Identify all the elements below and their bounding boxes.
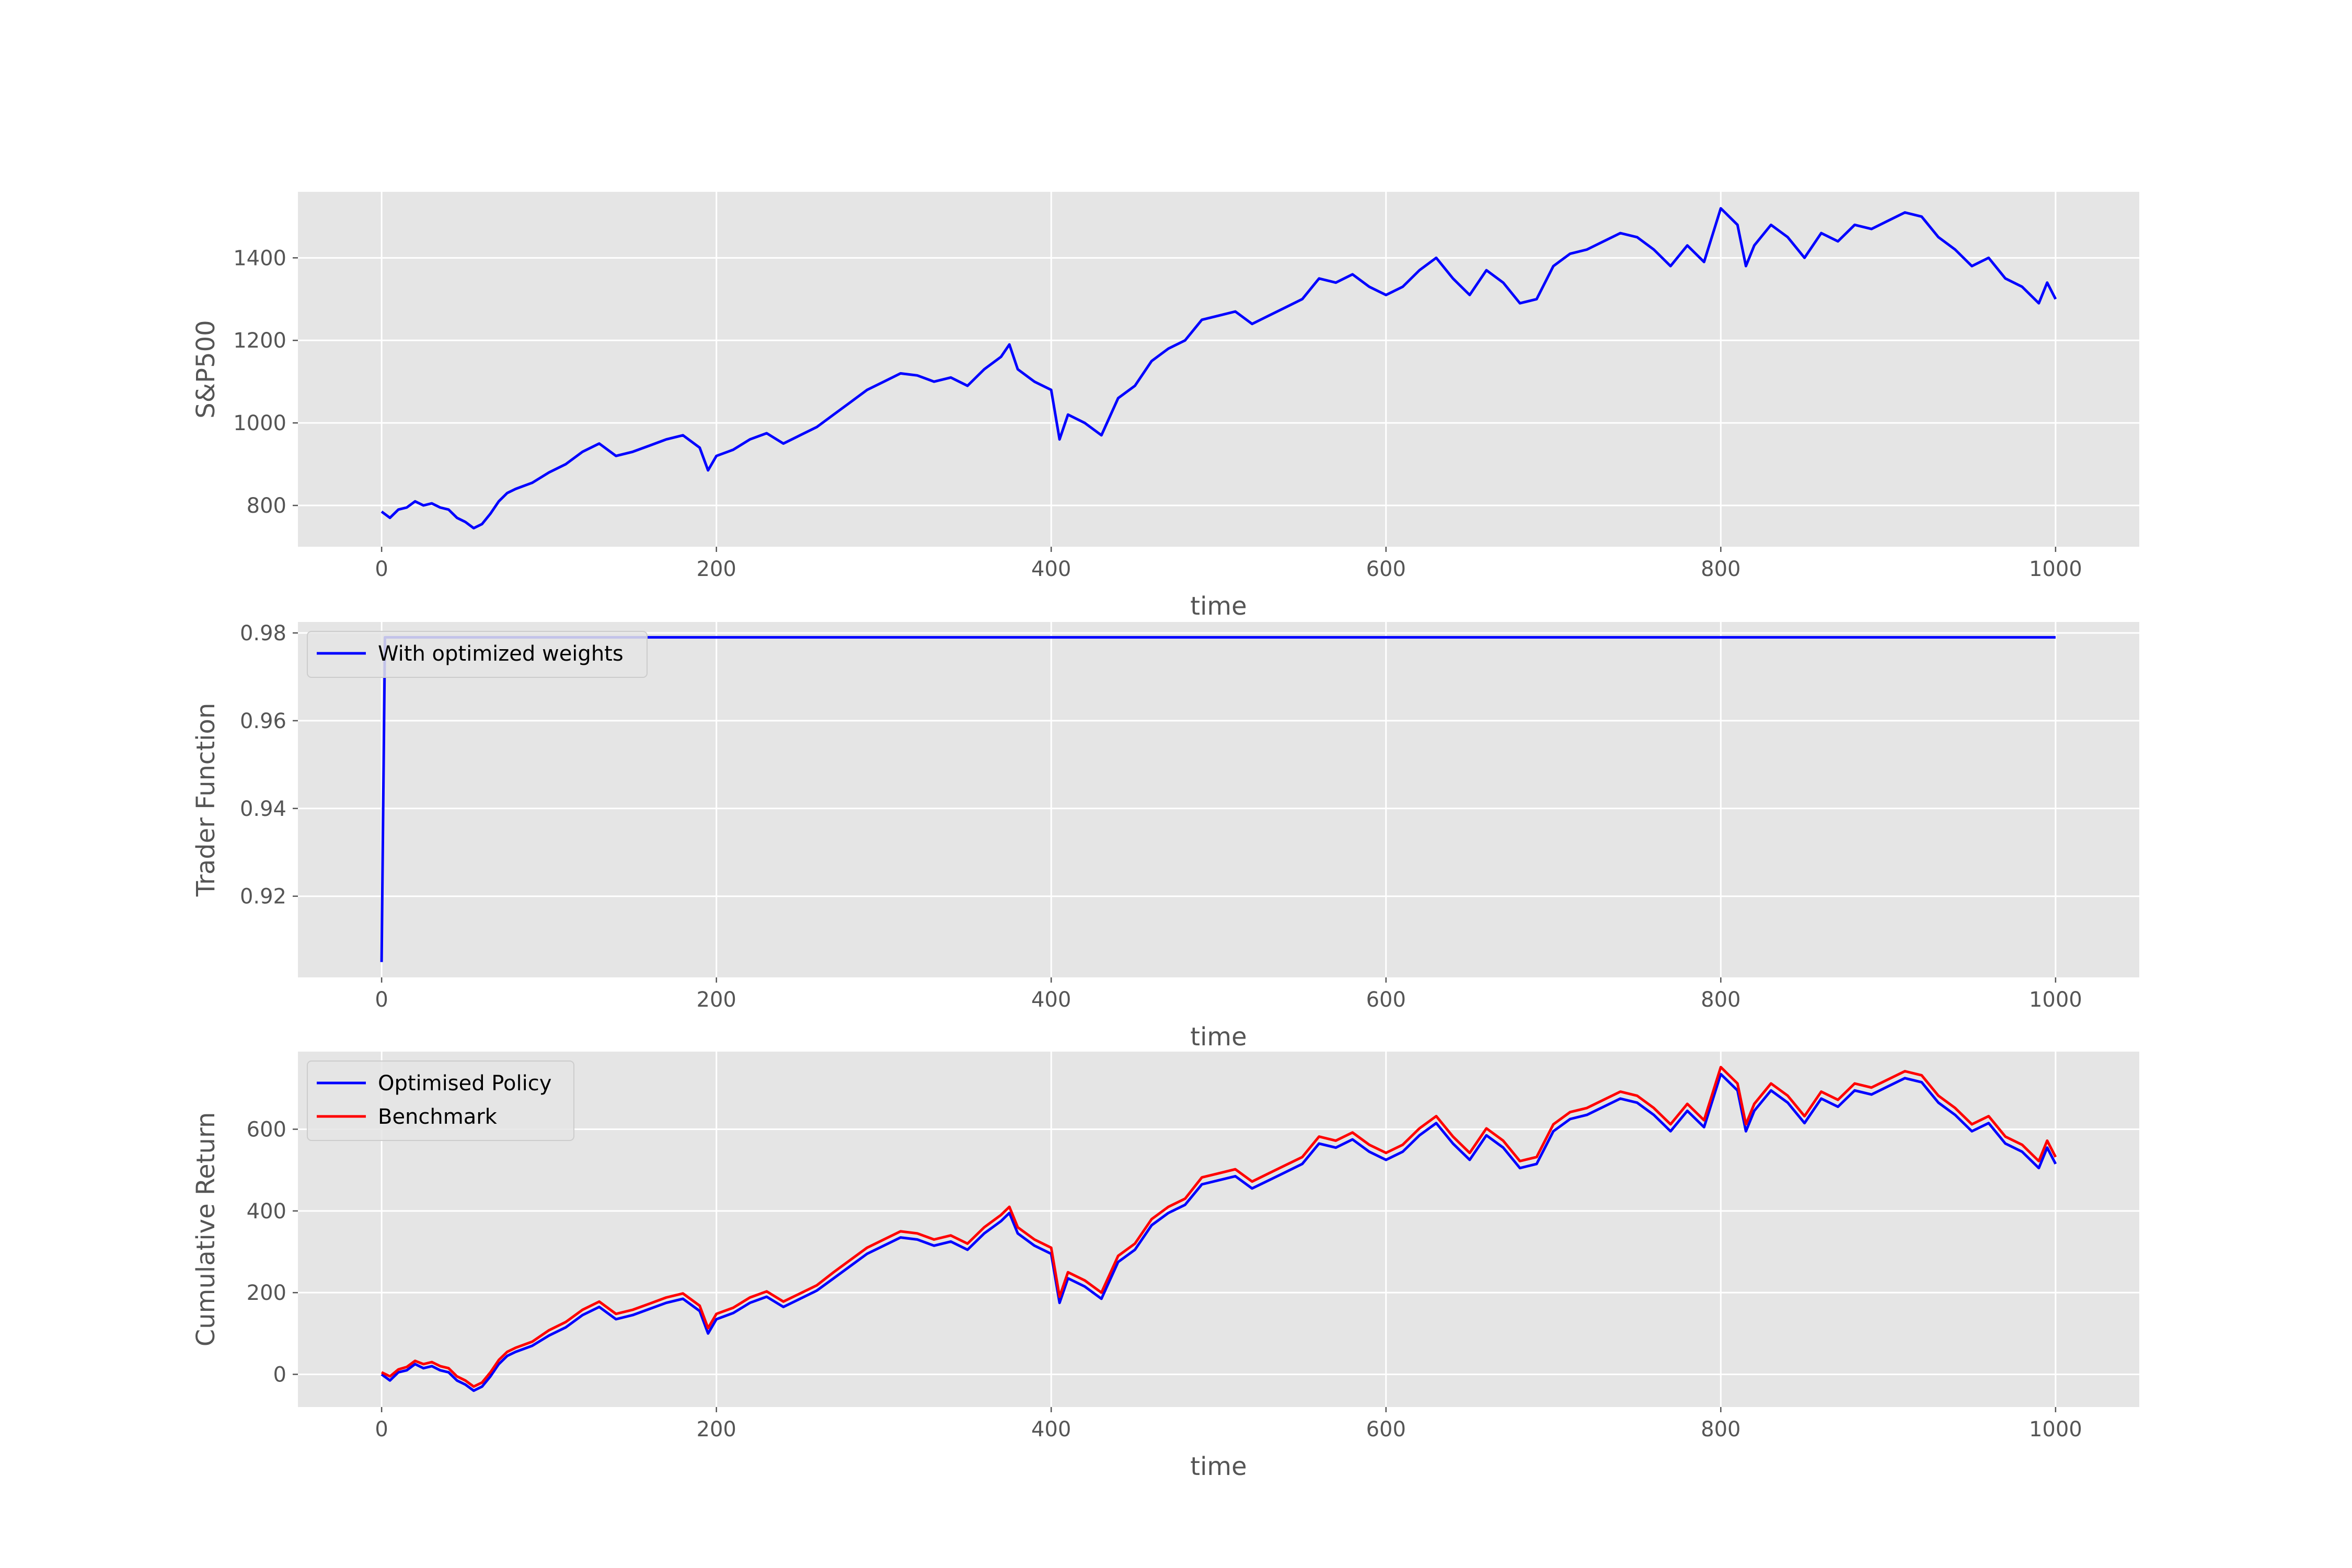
x-axis-label: time xyxy=(1190,1452,1247,1481)
y-tick-label: 200 xyxy=(247,1281,286,1305)
panel-sp500: 0 200 400 600 800 1000 800 1000 1200 1400 time S&… xyxy=(191,192,2139,621)
y-tick-label: 1400 xyxy=(233,246,286,270)
legend: With optimized weights xyxy=(307,631,648,678)
y-tick-label: 0.98 xyxy=(240,621,286,645)
x-tick-label: 0 xyxy=(375,988,388,1012)
y-tick-label: 800 xyxy=(247,494,286,518)
x-tick-label: 1000 xyxy=(2029,1417,2082,1442)
legend-label: Benchmark xyxy=(378,1105,498,1129)
plot-area xyxy=(298,1052,2139,1407)
x-tick-label: 0 xyxy=(375,557,388,581)
x-tick-label: 0 xyxy=(375,1417,388,1442)
legend-label: With optimized weights xyxy=(378,642,624,666)
y-tick-label: 1000 xyxy=(233,411,286,435)
series-line-0 xyxy=(381,207,2057,529)
legend: Optimised Policy Benchmark xyxy=(307,1060,574,1141)
y-axis-label: Cumulative Return xyxy=(191,1112,221,1347)
x-tick-label: 800 xyxy=(1701,557,1740,581)
x-axis-label: time xyxy=(1190,592,1247,621)
series-layer xyxy=(381,207,2057,529)
y-tick-label: 600 xyxy=(247,1118,286,1142)
x-tick-label: 600 xyxy=(1366,1417,1406,1442)
x-tick-label: 200 xyxy=(697,557,736,581)
plot-area xyxy=(298,622,2139,977)
gridlines xyxy=(298,1052,2139,1407)
x-tick-label: 200 xyxy=(697,1417,736,1442)
y-tick-label: 0.92 xyxy=(240,885,286,909)
y-tick-label: 0.96 xyxy=(240,709,286,733)
x-tick-label: 200 xyxy=(697,988,736,1012)
plot-area xyxy=(298,192,2139,547)
legend-label: Optimised Policy xyxy=(378,1071,551,1096)
tick-labels: 0 200 400 600 800 1000 800 1000 1200 1400 xyxy=(233,246,2082,581)
x-tick-label: 600 xyxy=(1366,988,1406,1012)
y-tick-label: 0 xyxy=(273,1363,286,1387)
tick-labels: 0 200 400 600 800 1000 0.92 0.94 0.96 0.98 xyxy=(240,621,2082,1012)
y-tick-label: 400 xyxy=(247,1200,286,1224)
x-tick-label: 1000 xyxy=(2029,557,2082,581)
y-axis-label: S&P500 xyxy=(191,320,221,418)
x-tick-label: 800 xyxy=(1701,1417,1740,1442)
series-line-0 xyxy=(381,1073,2057,1392)
x-tick-label: 400 xyxy=(1031,557,1071,581)
x-tick-label: 800 xyxy=(1701,988,1740,1012)
legend-frame xyxy=(307,1060,574,1141)
series-layer xyxy=(381,1066,2057,1392)
x-tick-label: 400 xyxy=(1031,1417,1071,1442)
x-tick-label: 400 xyxy=(1031,988,1071,1012)
x-axis-label: time xyxy=(1190,1022,1247,1052)
tick-labels: 0 200 400 600 800 1000 0 200 400 600 xyxy=(247,1118,2082,1442)
gridlines xyxy=(298,192,2139,547)
y-axis-label: Trader Function xyxy=(191,703,221,897)
gridlines xyxy=(298,622,2139,977)
x-tick-label: 600 xyxy=(1366,557,1406,581)
panel-cumulative-return: 0 200 400 600 800 1000 0 200 400 600 Optimised Po… xyxy=(191,1052,2139,1481)
panel-trader-function: 0 200 400 600 800 1000 0.92 0.94 0.96 0.98 With o… xyxy=(191,621,2139,1052)
x-tick-label: 1000 xyxy=(2029,988,2082,1012)
y-tick-label: 1200 xyxy=(233,329,286,353)
y-tick-label: 0.94 xyxy=(240,797,286,821)
series-line-1 xyxy=(381,1066,2057,1388)
legend-frame xyxy=(307,631,648,678)
